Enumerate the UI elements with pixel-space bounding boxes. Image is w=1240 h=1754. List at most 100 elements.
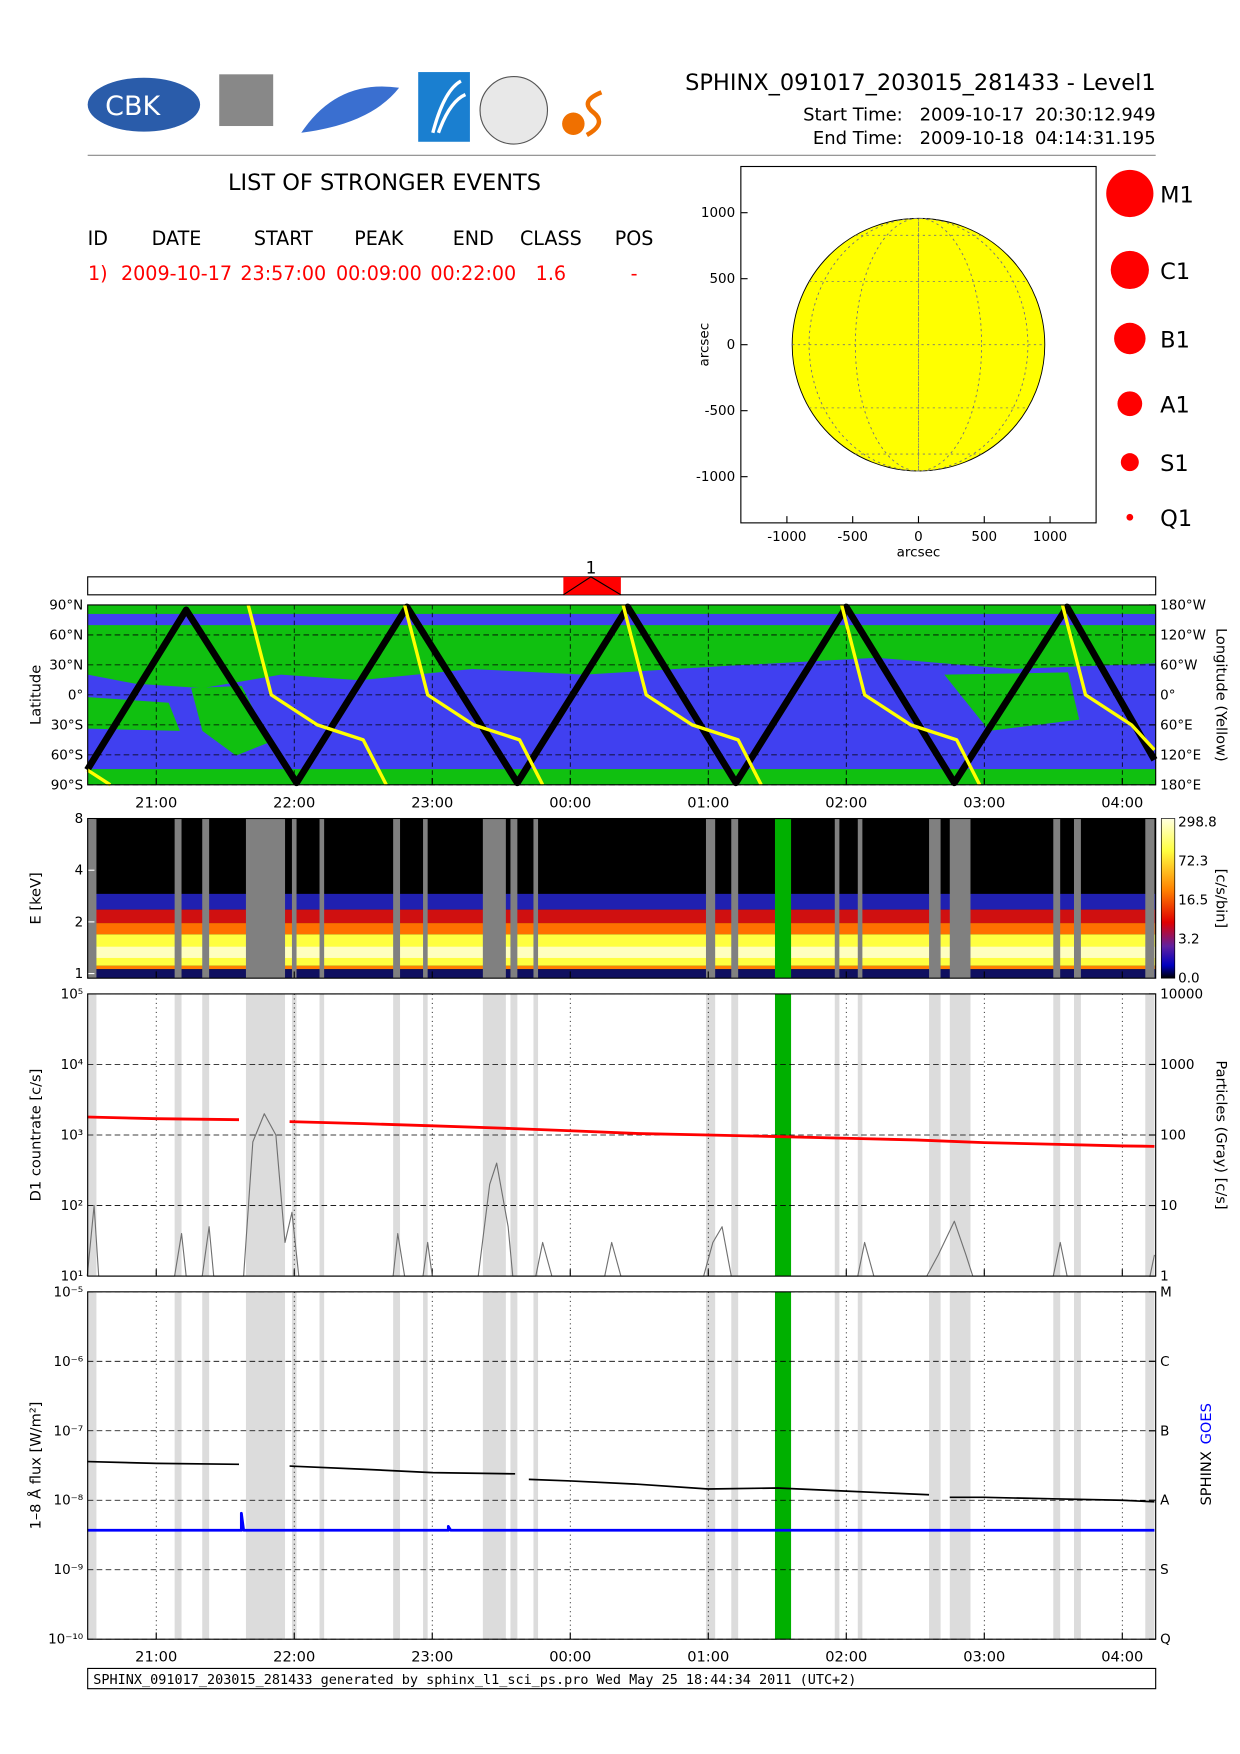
data-gap [1053,1291,1061,1640]
class-label: Q1 [1160,506,1192,532]
x-tick-label: 02:00 [825,794,867,811]
column-header: DATE [152,227,202,250]
data-gap [857,818,863,979]
y-tick-label: 10⁴ [61,1057,84,1073]
zone-blob [191,685,270,756]
y-axis-label: E [keV] [27,872,44,924]
y2-tick-label: 120°W [1160,627,1206,643]
spectrum-band [87,923,1156,935]
end-time: 04:14:31.195 [1035,128,1156,149]
data-gap [731,818,739,979]
y-tick-label: 8 [75,811,84,827]
class-label: A1 [1160,393,1190,419]
start-label: Start Time: [803,104,903,125]
data-gap [949,1291,971,1640]
x-tick-label: 01:00 [687,794,729,811]
y2-tick-label: 1000 [1160,1057,1194,1073]
x-tick-label: 04:00 [1101,1649,1143,1666]
portrait-logo [219,74,274,127]
data-gap [174,818,182,979]
x-tick-label: -1000 [767,529,806,545]
data-gap [929,1291,941,1640]
x-tick-label: 22:00 [273,794,315,811]
x-tick-label: 1000 [1033,529,1067,545]
zone-blob [944,672,1080,731]
colorbar-label: 16.5 [1178,893,1208,909]
column-header: POS [615,227,654,250]
title: SPHINX_091017_203015_281433 - Level1 [685,70,1156,96]
data-gap [393,818,401,979]
data-gap [291,993,297,1277]
meridian [808,217,1029,472]
y-tick-label: 1 [75,966,84,982]
y-tick-label: -500 [705,403,736,419]
y2-tick-label: 180°W [1160,597,1206,613]
x-tick-label: 22:00 [273,1649,315,1666]
y-tick-label: 10⁻¹⁰ [48,1632,83,1648]
end-label: End Time: [813,128,903,149]
event-cell: 1) [88,262,108,285]
x-tick-label: 00:00 [549,794,591,811]
class-marker [1114,322,1146,355]
y2-tick-label: 10 [1160,1198,1177,1214]
class-marker [1117,391,1143,417]
cbk-text: CBK [105,91,161,122]
class-marker [1110,250,1149,290]
y-tick-label: 10⁻⁷ [54,1423,84,1439]
column-header: END [453,227,494,250]
data-gap [393,1291,401,1640]
y2-tick-label: 180°E [1160,777,1201,793]
x-tick-label: 03:00 [963,1649,1005,1666]
north-zone [87,625,1156,689]
x-tick-label: 01:00 [687,1649,729,1666]
colorbar-label: 298.8 [1178,814,1217,830]
y2-tick-label: B [1160,1423,1169,1439]
y-tick-label: 60°S [51,747,83,763]
data-gap [1073,818,1081,979]
data-gap [1145,1291,1155,1640]
x-tick-label: 0 [914,529,923,545]
class-label: B1 [1160,327,1190,353]
y-axis-label: 1–8 Å flux [W/m²] [27,1402,44,1530]
y-tick-label: 60°N [49,627,83,643]
event-cell: 2009-10-17 [121,262,232,285]
y2-tick-label: 1 [1160,1269,1169,1285]
y2-axis-label: [c/s/bin] [1212,869,1229,928]
particle-zones [87,604,1156,785]
data-gap [731,1291,739,1640]
data-line [84,603,1158,787]
data-gap [1145,818,1155,979]
y2-tick-label: 10000 [1160,986,1203,1002]
data-gap [482,818,506,979]
event-peak [563,576,622,596]
y-tick-label: -1000 [696,469,735,485]
x-axis-label: arcsec [897,545,941,561]
y-tick-label: 10⁻⁵ [54,1284,84,1300]
data-gap [834,1291,840,1640]
y2-tick-label: A [1160,1493,1170,1509]
x-tick-label: 02:00 [825,1649,867,1666]
x-tick-label: 23:00 [411,794,453,811]
x-tick-label: 03:00 [963,794,1005,811]
colorbar-label: 72.3 [1178,853,1208,869]
spectrum-band [87,946,1156,958]
south-zone [87,769,1156,785]
data-gap [1073,1291,1081,1640]
y2-tick-label: S [1160,1562,1169,1578]
y2-tick-label: M [1160,1284,1172,1300]
highlight [774,1291,792,1640]
data-gap [423,818,428,979]
x-tick-label: 21:00 [135,1649,177,1666]
spectrum-band [87,969,1156,979]
panel-frame [87,1291,1157,1640]
data-gap [87,1291,97,1640]
column-header: PEAK [354,227,404,250]
s-logo [562,112,585,136]
event-cell: 1.6 [536,262,566,285]
data-gap [705,1291,716,1640]
x-tick-label: 21:00 [135,794,177,811]
event-number: 1 [586,557,597,577]
x-tick-label: 00:00 [549,1649,591,1666]
y2-tick-label: 100 [1160,1128,1186,1144]
y-tick-label: 1000 [701,205,735,221]
